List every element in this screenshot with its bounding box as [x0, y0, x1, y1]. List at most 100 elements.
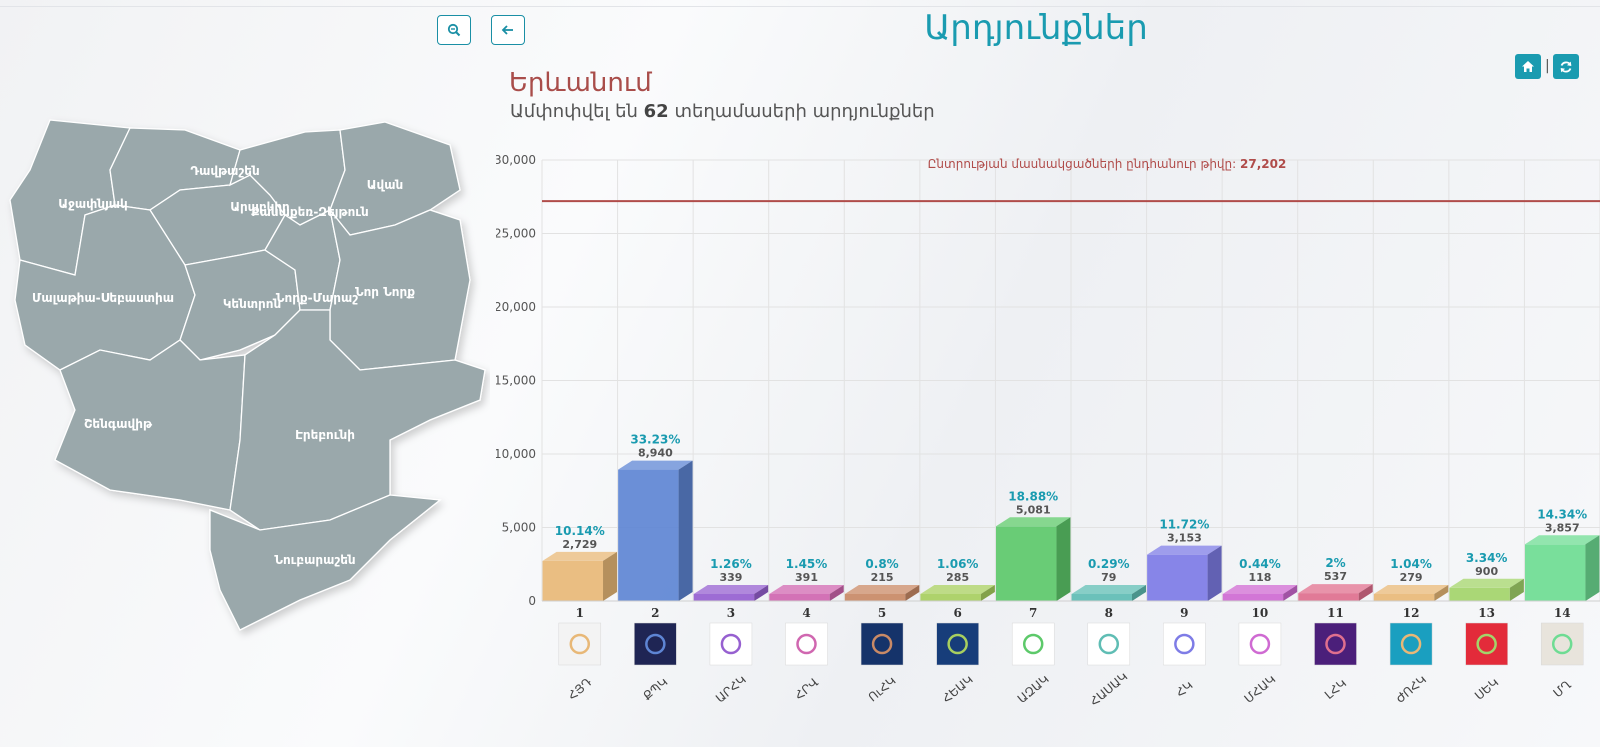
x-tick-label: 11	[1327, 606, 1344, 620]
y-tick-label: 10,000	[496, 447, 536, 461]
party-abbr-label: ՀԵԱԿ	[940, 672, 976, 705]
bar-front	[1449, 587, 1510, 601]
bar-top	[1524, 535, 1600, 545]
y-tick-label: 5,000	[502, 521, 536, 535]
x-tick-label: 9	[1180, 606, 1188, 620]
party-abbr-label: ՀԱՍԱԿ	[1087, 669, 1130, 708]
x-tick-label: 8	[1105, 606, 1113, 620]
district-nor-nork[interactable]	[329, 209, 471, 371]
bar-top	[693, 585, 769, 594]
percent-label: 1.45%	[786, 557, 828, 571]
home-button[interactable]	[1515, 54, 1541, 79]
label-shengavit: Շենգավիթ	[84, 417, 153, 431]
zoom-button[interactable]	[437, 15, 471, 45]
percent-label: 0.8%	[865, 557, 898, 571]
party-abbr-label: ԱԶԱԿ	[1015, 672, 1052, 706]
percent-label: 14.34%	[1537, 507, 1587, 521]
value-label: 79	[1101, 571, 1116, 584]
value-label: 391	[795, 571, 818, 584]
bar-top	[1449, 578, 1524, 588]
bar-10	[1222, 585, 1298, 601]
district-nubarashen[interactable]	[209, 494, 442, 631]
bar-side	[829, 585, 844, 601]
value-label: 215	[871, 571, 894, 584]
percent-label: 18.88%	[1008, 489, 1058, 503]
bar-1	[542, 551, 618, 601]
bar-5	[844, 585, 920, 601]
party-abbr-label: ՀՅԴ	[565, 675, 594, 703]
refresh-button[interactable]	[1553, 54, 1579, 79]
yerevan-district-map: Աջափնյակ Դավթաշեն Արաբկիր Քանաքեռ-Զեյթու…	[9, 119, 486, 631]
logo-tile	[860, 622, 904, 666]
logo-tile	[558, 622, 602, 666]
party-abbr-label: ՄՂ	[1551, 678, 1574, 701]
label-kanaker: Քանաքեռ-Զեյթուն	[251, 205, 369, 219]
summary-suffix: տեղամասերի արդյունքներ	[674, 101, 935, 122]
value-label: 3,153	[1167, 532, 1202, 545]
button-separator: |	[1545, 58, 1550, 74]
logo-mark	[645, 633, 666, 655]
percent-label: 0.44%	[1239, 557, 1281, 571]
value-label: 2,729	[562, 538, 597, 551]
lhk-logo-icon	[1314, 622, 1357, 666]
bar-side	[1283, 585, 1298, 601]
bar-side	[1434, 585, 1449, 601]
bar-9	[1147, 545, 1222, 601]
bar-front	[844, 594, 906, 601]
logo-tile	[785, 622, 828, 666]
text-logo-icon	[785, 622, 828, 666]
percent-label: 10.14%	[555, 524, 605, 538]
triangle-logo-icon	[936, 622, 979, 666]
bar-front	[1071, 594, 1133, 601]
x-tick-label: 13	[1478, 606, 1495, 620]
value-label: 285	[946, 571, 969, 584]
district-erebuni[interactable]	[229, 309, 486, 531]
label-malatia: Մալաթիա-Սեբաստիա	[32, 291, 174, 305]
logo-mark	[796, 633, 817, 655]
party-abbr-label: ՔՊԿ	[640, 675, 670, 703]
bar-side	[1207, 545, 1222, 601]
percent-label: 11.72%	[1159, 518, 1209, 532]
logo-tile	[1163, 622, 1206, 666]
value-label: 339	[719, 571, 742, 584]
value-label: 900	[1475, 565, 1498, 578]
label-erebuni: Էրեբունի	[295, 428, 355, 442]
percent-label: 2%	[1325, 556, 1345, 570]
label-ajapnyak: Աջափնյակ	[58, 197, 128, 211]
bar-top	[1147, 545, 1222, 555]
ornament-logo-icon	[1163, 622, 1206, 666]
party-abbr-label: ՈւՀԿ	[866, 674, 899, 705]
value-label: 118	[1248, 571, 1271, 584]
bar-front	[1222, 594, 1284, 601]
bar-side	[1585, 535, 1600, 601]
label-davtashen: Դավթաշեն	[190, 164, 259, 178]
label-avan: Ավան	[367, 178, 403, 192]
arch-logo-icon	[1087, 622, 1131, 666]
back-button[interactable]	[491, 15, 525, 45]
logo-mark	[1174, 633, 1195, 655]
party-abbr-label: ՀՐՎ	[792, 675, 821, 702]
bar-front	[1524, 544, 1586, 601]
logo-mark	[1400, 633, 1422, 655]
logo-tile	[1314, 622, 1357, 666]
x-tick-label: 1	[576, 606, 584, 620]
bar-8	[1071, 585, 1147, 601]
emblem-icon	[558, 622, 602, 666]
logo-tile	[936, 622, 979, 666]
bar-top	[542, 551, 618, 561]
zoom-in-icon	[447, 23, 461, 37]
bar-front	[769, 594, 830, 601]
bar-top	[618, 460, 693, 470]
chevron-logo-icon	[1389, 622, 1433, 666]
logo-mark	[1098, 633, 1120, 655]
bars	[542, 460, 1600, 601]
x-tick-label: 4	[802, 606, 810, 620]
grid	[541, 159, 1600, 602]
precinct-count: 62	[643, 101, 669, 122]
sun-logo-icon	[709, 622, 753, 666]
label-kentron: Կենտրոն	[223, 297, 281, 311]
logo-mark	[871, 633, 893, 655]
ur-logo-icon	[1238, 622, 1282, 666]
bar-front	[1373, 594, 1435, 601]
